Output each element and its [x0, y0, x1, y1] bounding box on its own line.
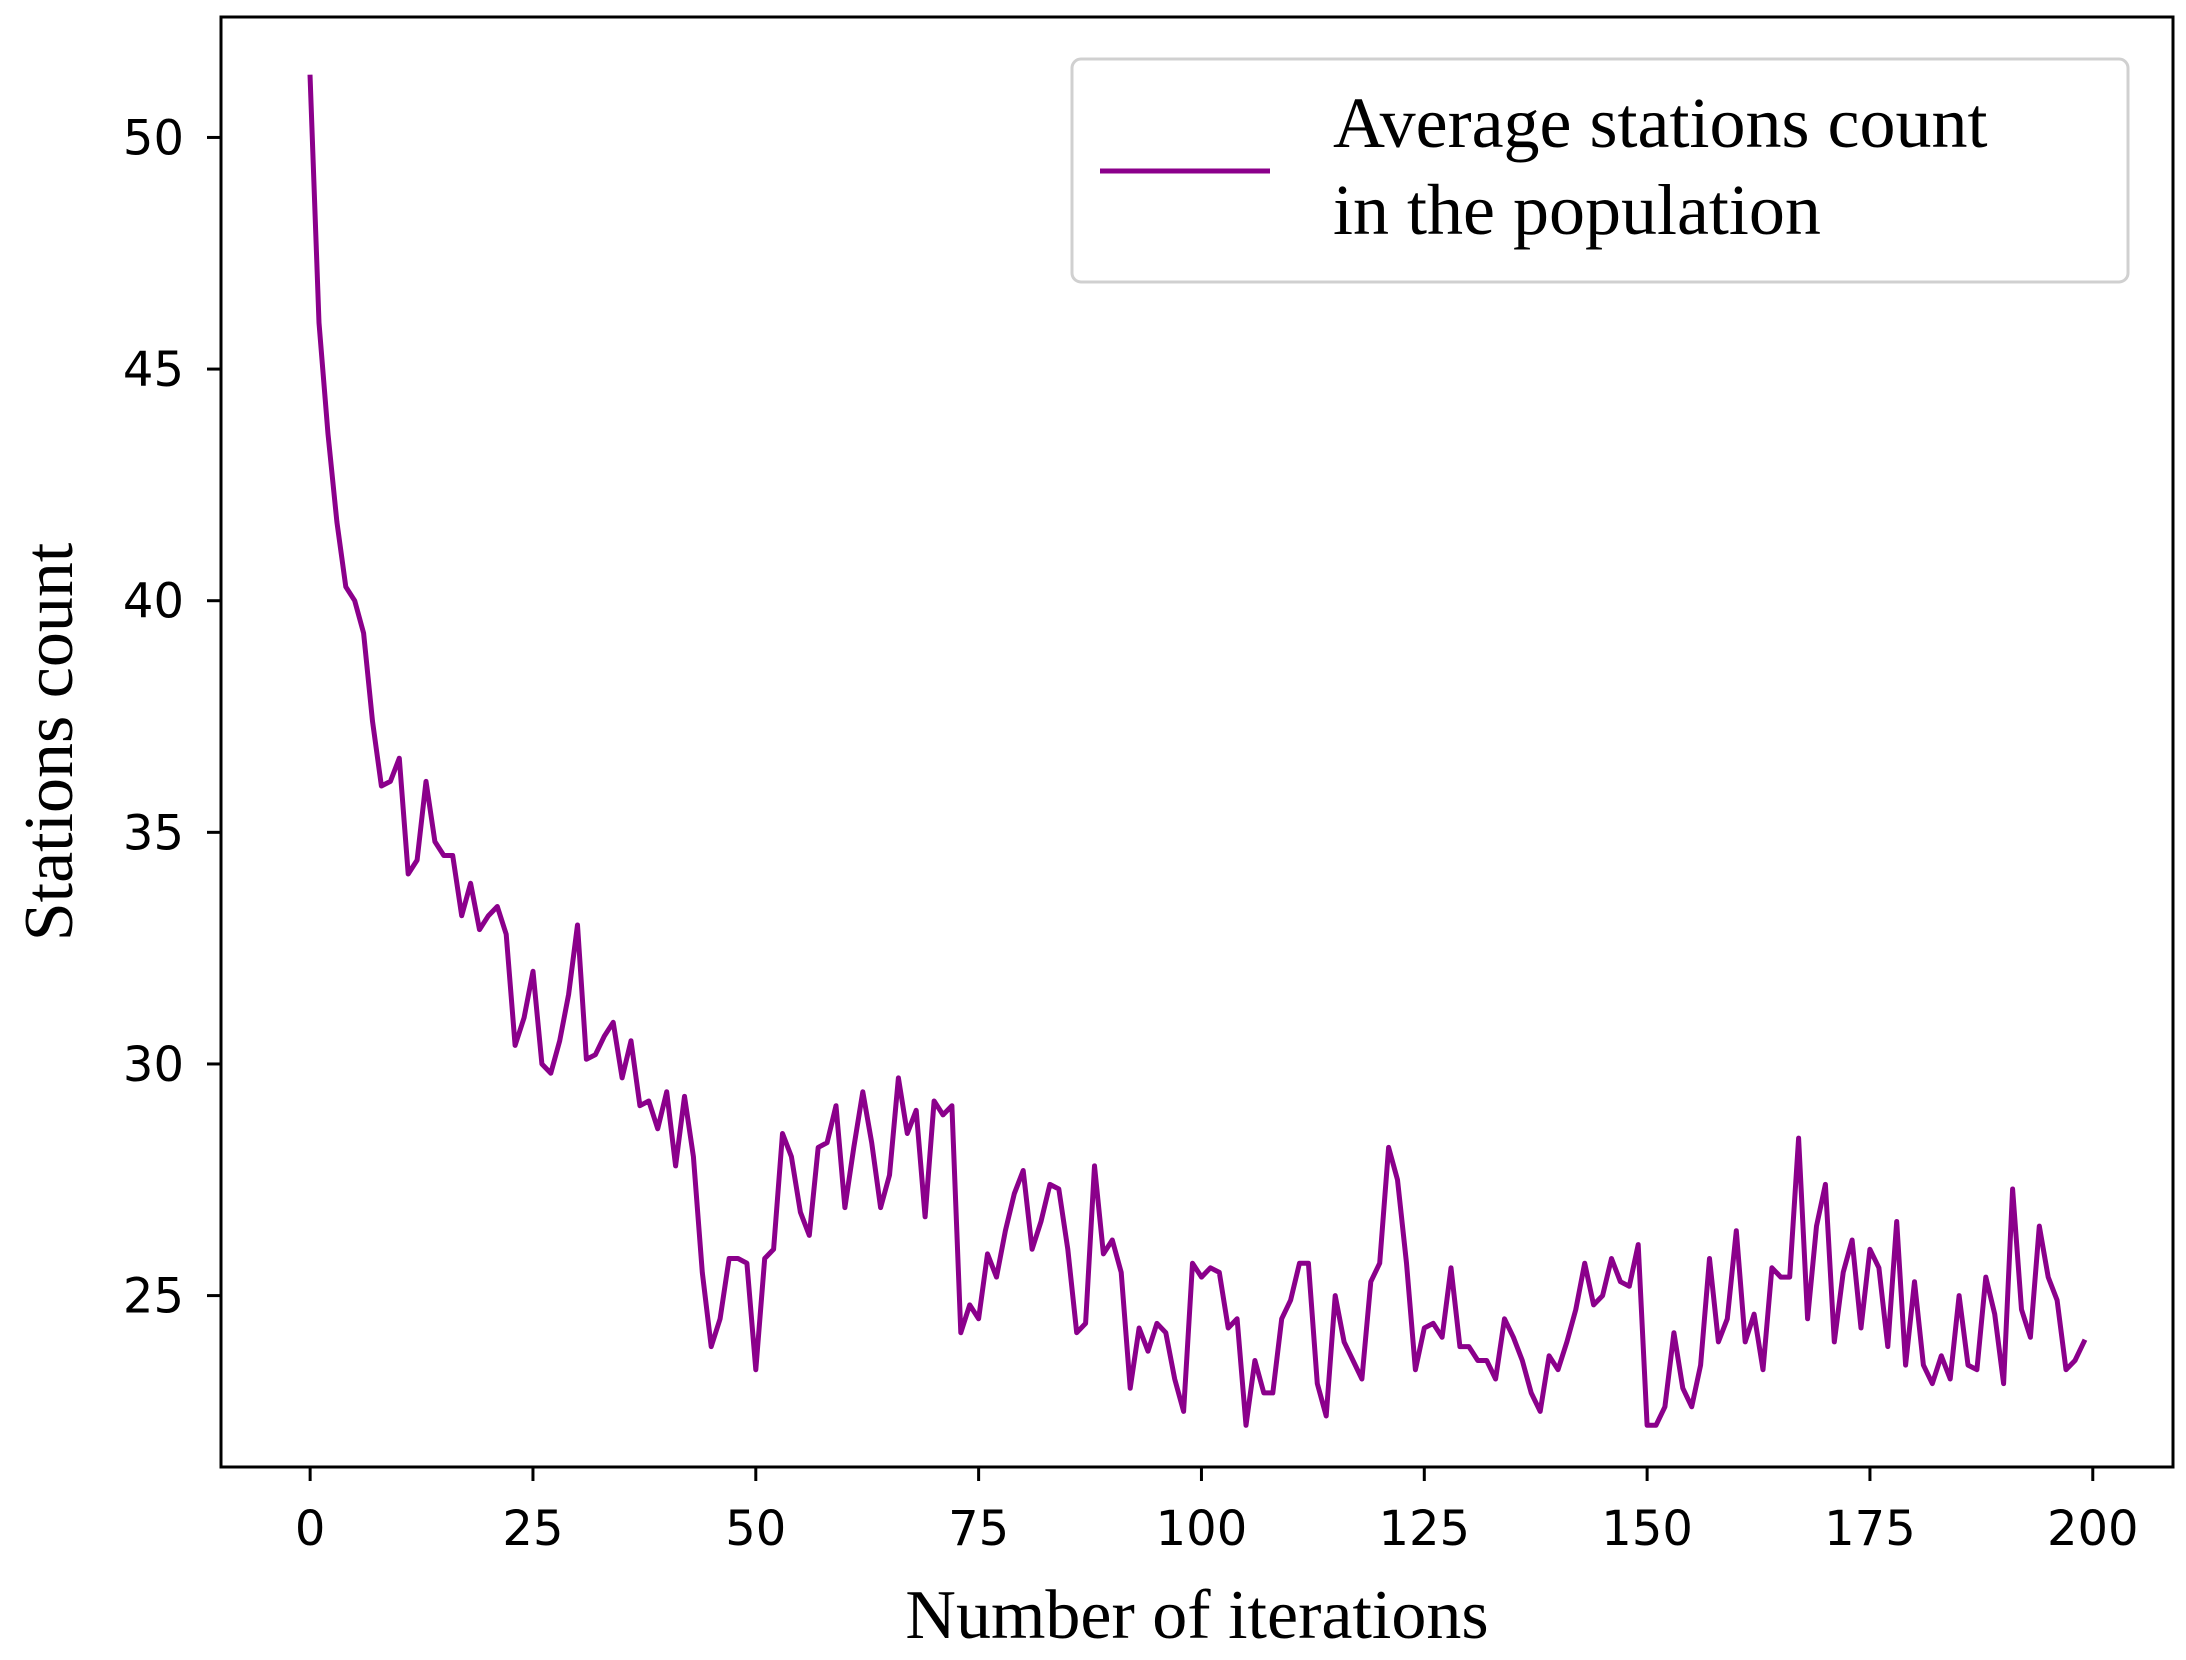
- y-tick-label-40: 40: [123, 574, 184, 630]
- legend-label-line-1: Average stations count: [1333, 83, 1987, 163]
- y-tick-label-30: 30: [123, 1037, 184, 1093]
- series-layer: [307, 74, 2088, 1428]
- x-tick-label-25: 25: [502, 1501, 563, 1557]
- legend-box: [1070, 57, 2130, 284]
- x-tick-label-0: 0: [295, 1501, 326, 1557]
- x-tick-label-125: 125: [1378, 1501, 1470, 1557]
- legend-label-line-2: in the population: [1333, 170, 1821, 250]
- y-tick-label-35: 35: [123, 805, 184, 861]
- plot-frame: [219, 15, 2175, 1469]
- x-tick-label-150: 150: [1601, 1501, 1693, 1557]
- x-axis-title: Number of iterations: [905, 1577, 1488, 1654]
- y-tick-label-50: 50: [123, 110, 184, 166]
- x-tick-label-200: 200: [2047, 1501, 2139, 1557]
- series-line-0: [307, 74, 2088, 1428]
- x-tick-label-75: 75: [948, 1501, 1009, 1557]
- legend: Average stations count in the population: [1070, 57, 2130, 284]
- y-axis-title: Stations count: [11, 542, 88, 941]
- x-tick-label-100: 100: [1156, 1501, 1248, 1557]
- x-tick-label-50: 50: [725, 1501, 786, 1557]
- y-tick-label-45: 45: [123, 342, 184, 398]
- x-tick-label-175: 175: [1824, 1501, 1916, 1557]
- y-tick-label-25: 25: [123, 1269, 184, 1325]
- axis-ticks: 0 25 50 75 100 125 150 175 200 25 30 35 40 45 50: [123, 110, 2139, 1557]
